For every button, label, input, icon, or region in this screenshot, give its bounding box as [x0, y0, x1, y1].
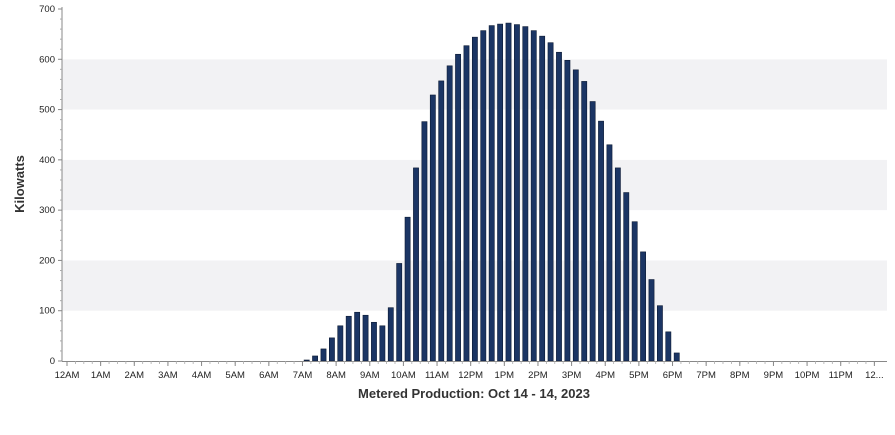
- bar: [614, 167, 621, 362]
- bar: [438, 80, 445, 362]
- bar: [371, 321, 377, 362]
- bar: [488, 25, 495, 362]
- bar: [514, 24, 520, 362]
- bar: [362, 314, 369, 362]
- y-tick-label: 200: [39, 255, 55, 266]
- bar: [312, 355, 318, 362]
- x-tick-label: 7AM: [293, 370, 313, 381]
- bar: [429, 94, 436, 362]
- bar: [657, 305, 663, 362]
- bar: [589, 101, 596, 362]
- bar: [556, 51, 562, 362]
- bar: [421, 121, 428, 362]
- y-tick-label: 600: [39, 54, 55, 65]
- y-tick-label: 300: [39, 205, 55, 216]
- x-tick-label: 2PM: [528, 370, 548, 381]
- x-tick-label: 11AM: [425, 370, 449, 381]
- bar: [404, 216, 411, 362]
- x-tick-label: 8AM: [326, 370, 346, 381]
- bar: [648, 279, 655, 362]
- bar: [413, 167, 419, 362]
- bar: [471, 36, 478, 362]
- x-tick-label: 10PM: [795, 370, 820, 381]
- bar: [539, 35, 546, 362]
- x-tick-label: 3AM: [158, 370, 178, 381]
- bar: [581, 81, 588, 362]
- bar: [387, 307, 394, 362]
- x-tick-label: 9PM: [764, 370, 784, 381]
- bar: [379, 325, 386, 362]
- bar: [463, 45, 470, 362]
- x-tick-label: 6AM: [259, 370, 279, 381]
- bar: [631, 221, 638, 362]
- x-tick-label: 3PM: [562, 370, 582, 381]
- x-axis: 12AM 1AM 2AM 3AM 4AM 5AM 6AM 7AM 8AM 9AM 10AM 11AM 1…: [55, 361, 887, 381]
- bar: [337, 325, 344, 362]
- bar: [522, 26, 529, 362]
- bar: [623, 192, 630, 362]
- bars: [303, 22, 680, 362]
- y-tick-label: 500: [39, 105, 55, 116]
- y-axis: 0 100 200 300 400 500 600 700: [39, 4, 63, 367]
- x-tick-label: 11PM: [829, 370, 853, 381]
- x-tick-label: 4AM: [192, 370, 212, 381]
- bar: [665, 331, 672, 362]
- bar: [320, 348, 327, 362]
- bar: [505, 22, 512, 362]
- x-tick-label: 10AM: [391, 370, 416, 381]
- bar: [455, 53, 461, 362]
- y-tick-label: 700: [39, 4, 55, 15]
- bar: [606, 144, 613, 362]
- x-tick-label: 2AM: [125, 370, 145, 381]
- x-tick-label: 1AM: [91, 370, 111, 381]
- bar: [547, 42, 554, 362]
- x-tick-label: 7PM: [696, 370, 716, 381]
- bar: [572, 69, 579, 362]
- bar: [598, 120, 604, 362]
- x-tick-label: 6PM: [663, 370, 683, 381]
- x-tick-label: 8PM: [730, 370, 750, 381]
- bar: [564, 59, 571, 362]
- bar: [480, 30, 487, 362]
- bar: [673, 352, 680, 362]
- bar: [303, 359, 310, 362]
- y-tick-label: 0: [50, 356, 55, 367]
- bar: [446, 65, 453, 362]
- x-tick-label: 5PM: [629, 370, 649, 381]
- x-tick-label: 1PM: [495, 370, 515, 381]
- bar: [396, 263, 403, 362]
- x-tick-label: 12AM: [55, 370, 80, 381]
- bar: [345, 315, 352, 362]
- x-tick-label: 12PM: [458, 370, 483, 381]
- x-tick-label: 5AM: [225, 370, 245, 381]
- x-tick-label: 4PM: [595, 370, 615, 381]
- x-tick-label: 9AM: [360, 370, 380, 381]
- x-axis-title: Metered Production: Oct 14 - 14, 2023: [358, 386, 590, 401]
- x-tick-label: 12...: [865, 370, 884, 381]
- y-tick-label: 400: [39, 155, 55, 166]
- bar: [497, 23, 504, 362]
- bar: [640, 251, 646, 362]
- y-tick-label: 100: [39, 306, 55, 317]
- y-axis-title: Kilowatts: [12, 155, 27, 213]
- bar: [354, 311, 361, 362]
- bar: [329, 337, 335, 362]
- bar: [530, 30, 537, 362]
